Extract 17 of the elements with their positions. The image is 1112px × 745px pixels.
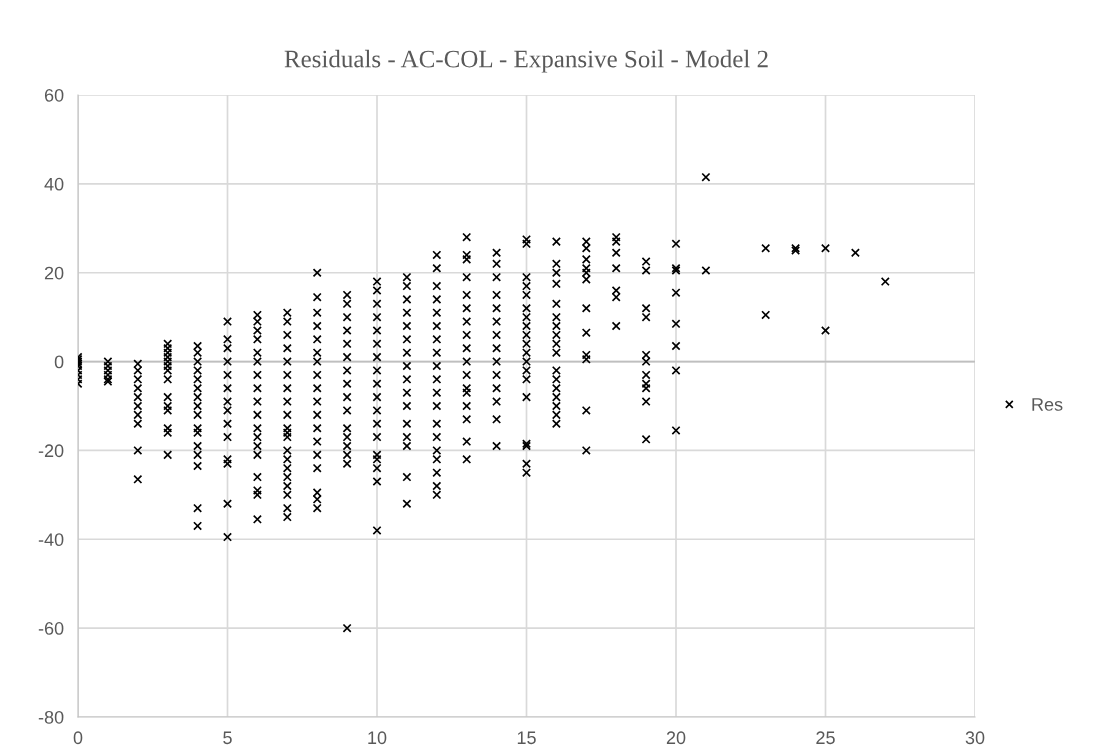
- chart-title: Residuals - AC-COL - Expansive Soil - Model 2: [284, 49, 768, 73]
- x-tick-label: 10: [368, 731, 387, 745]
- y-tick-label: 40: [44, 177, 64, 191]
- y-tick-label: -40: [38, 533, 64, 547]
- x-tick-label: 20: [666, 731, 686, 745]
- y-tick-label: 20: [44, 266, 64, 280]
- y-tick-label: 0: [54, 355, 64, 369]
- x-tick-label: 5: [223, 731, 232, 745]
- y-tick-label: -60: [38, 622, 64, 635]
- y-tick-label: -20: [38, 444, 64, 458]
- legend-label: Res: [1032, 398, 1063, 411]
- y-tick-label: -80: [38, 710, 64, 724]
- x-tick-label: 30: [965, 731, 985, 745]
- y-tick-label: 60: [44, 88, 64, 102]
- x-tick-label: 0: [73, 731, 83, 745]
- x-tick-label: 25: [816, 731, 835, 745]
- x-tick-label: 15: [517, 731, 536, 745]
